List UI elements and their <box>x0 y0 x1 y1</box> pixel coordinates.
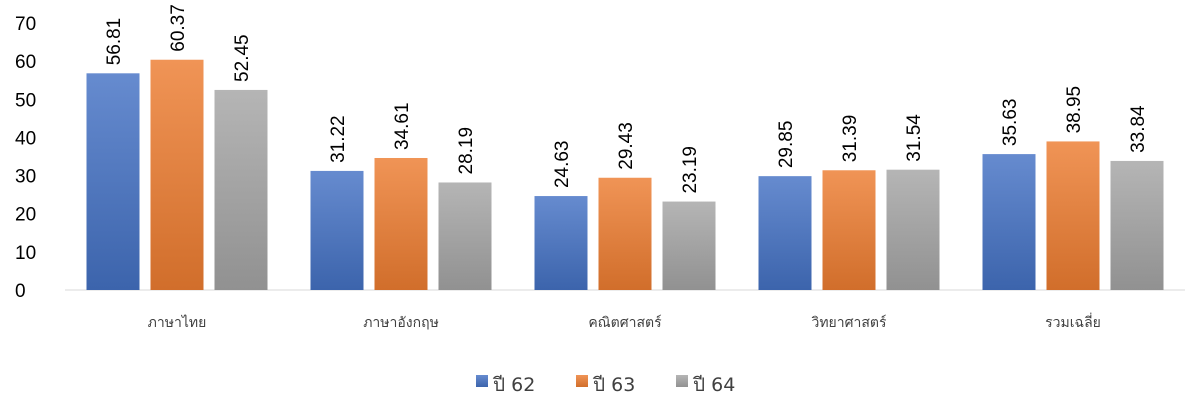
bar <box>310 170 364 290</box>
legend-label: ปี 62 <box>492 374 535 396</box>
data-label: 29.43 <box>616 122 637 170</box>
bar <box>438 182 492 290</box>
data-label: 23.19 <box>680 146 701 194</box>
x-tick-label: คณิตศาสตร์ <box>588 314 662 331</box>
y-axis: 0 10 20 30 40 50 60 70 <box>15 14 36 302</box>
data-label: 56.81 <box>104 18 125 66</box>
data-label: 29.85 <box>776 121 797 169</box>
legend: ปี 62 ปี 63 ปี 64 <box>476 374 735 396</box>
bar <box>374 157 428 290</box>
x-tick-label: วิทยาศาสตร์ <box>811 314 887 331</box>
bar <box>598 177 652 290</box>
bar <box>1046 141 1100 290</box>
legend-swatch <box>476 375 488 387</box>
y-tick-label: 60 <box>15 52 36 73</box>
bar <box>534 196 588 290</box>
legend-label: ปี 64 <box>692 374 735 396</box>
data-label: 34.61 <box>392 102 413 150</box>
bar <box>1110 160 1164 290</box>
y-tick-label: 70 <box>15 14 36 35</box>
y-tick-label: 10 <box>15 243 36 264</box>
data-labels: 56.81 60.37 52.45 31.22 34.61 28.19 24.63 29.43… <box>104 4 1149 193</box>
bar <box>982 154 1036 290</box>
bar <box>214 89 268 291</box>
bar <box>662 201 716 290</box>
y-tick-label: 20 <box>15 205 36 226</box>
data-label: 31.22 <box>328 115 349 163</box>
y-tick-label: 50 <box>15 90 36 111</box>
data-label: 38.95 <box>1064 86 1085 134</box>
y-tick-label: 0 <box>15 281 26 302</box>
data-label: 52.45 <box>232 34 253 82</box>
data-label: 28.19 <box>456 127 477 175</box>
data-label: 35.63 <box>1000 99 1021 147</box>
bars <box>86 59 1164 291</box>
bar <box>886 169 940 290</box>
data-label: 60.37 <box>168 4 189 52</box>
x-tick-label: ภาษาไทย <box>148 314 207 331</box>
bar <box>150 59 204 291</box>
data-label: 33.84 <box>1128 105 1149 153</box>
y-tick-label: 40 <box>15 128 36 149</box>
data-label: 31.39 <box>840 115 861 163</box>
x-axis: ภาษาไทย ภาษาอังกฤษ คณิตศาสตร์ วิทยาศาสตร์ รว… <box>148 313 1101 331</box>
legend-swatch <box>576 375 588 387</box>
y-tick-label: 30 <box>15 167 36 188</box>
bar <box>822 170 876 290</box>
bar <box>758 176 812 290</box>
x-tick-label: รวมเฉลี่ย <box>1045 313 1101 331</box>
x-tick-label: ภาษาอังกฤษ <box>363 315 439 331</box>
legend-swatch <box>676 375 688 387</box>
legend-label: ปี 63 <box>592 374 635 396</box>
bar <box>86 73 140 290</box>
data-label: 24.63 <box>552 141 573 189</box>
data-label: 31.54 <box>904 114 925 162</box>
